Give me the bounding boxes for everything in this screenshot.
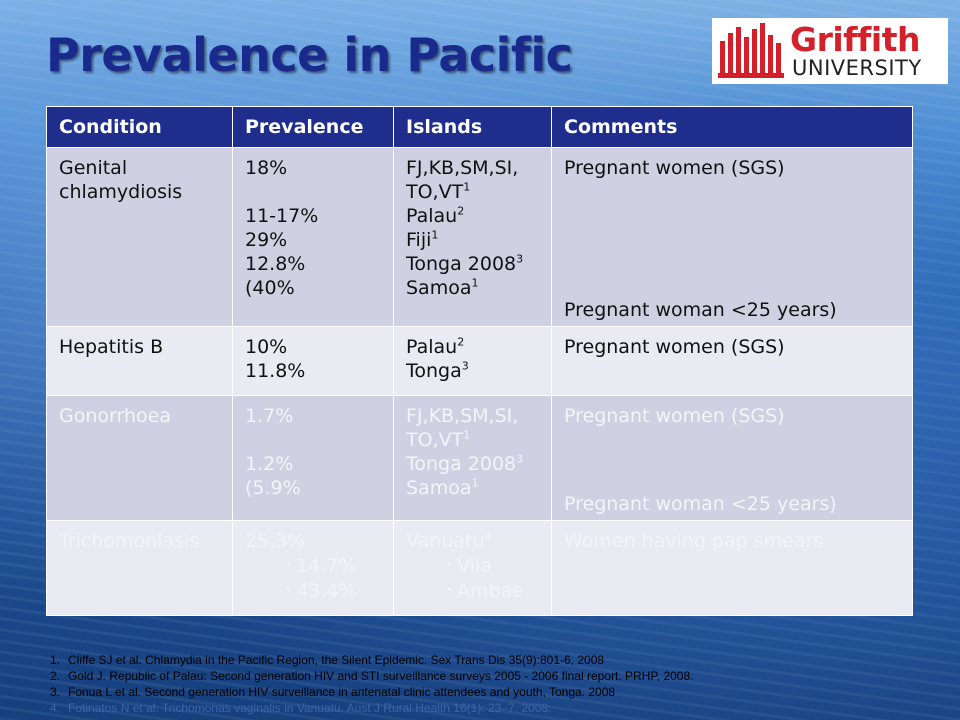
- reference-item: 1. Cliffe SJ et al. Chlamydia in the Paci…: [50, 653, 605, 667]
- reference-superscript: 1: [471, 476, 479, 490]
- references-list: 1. Cliffe SJ et al. Chlamydia in the Paci…: [50, 652, 930, 716]
- island-text: Samoa1: [406, 276, 479, 299]
- comment-text: Pregnant women (SGS): [564, 336, 785, 358]
- logo-subtitle: UNIVERSITY: [792, 56, 922, 80]
- reference-item: 2. Gold J. Republic of Palau: Second gene…: [50, 669, 694, 683]
- reference-item: 4. Fotinatos N et al. Trichomonas vaginal…: [50, 701, 552, 715]
- reference-superscript: 2: [457, 335, 465, 349]
- prevalence-value: 29%: [245, 229, 288, 251]
- comments-cell: Women having pap smears: [551, 520, 913, 616]
- reference-superscript: 2: [457, 204, 465, 218]
- reference-item: 3. Fonua L et al. Second generation HIV s…: [50, 685, 616, 699]
- island-text: TO,VT1: [406, 428, 471, 451]
- island-text: Palau2: [406, 204, 465, 227]
- islands-cell: Palau2 Tonga3: [393, 326, 552, 396]
- prevalence-cell: 1.7% 1.2% (5.9%: [232, 395, 394, 521]
- prevalence-value: 25.3%: [245, 530, 306, 552]
- prevalence-bullet: 14.7%: [245, 553, 381, 578]
- spacer: [245, 180, 381, 204]
- slide-title: Prevalence in Pacific: [46, 28, 573, 82]
- prevalence-table: Condition Prevalence Islands Comments Ge…: [46, 106, 913, 616]
- island-bullet: Vila: [406, 553, 539, 578]
- comment-text: Pregnant women (SGS): [564, 157, 785, 179]
- griffith-university-logo: Griffith UNIVERSITY: [712, 18, 948, 84]
- column-header-condition: Condition: [46, 106, 233, 148]
- comment-text: Pregnant woman <25 years): [564, 493, 837, 515]
- logo-name: Griffith: [790, 20, 920, 59]
- prevalence-cell: 10% 11.8%: [232, 326, 394, 396]
- table-header-row: Condition Prevalence Islands Comments: [46, 106, 913, 148]
- reference-superscript: 4: [484, 529, 492, 543]
- island-text: Tonga 20083: [406, 452, 524, 475]
- island-text: FJ,KB,SM,SI,: [406, 157, 519, 179]
- table-row: Hepatitis B 10% 11.8% Palau2 Tonga3 Preg…: [46, 326, 913, 396]
- comment-text: Pregnant women (SGS): [564, 405, 785, 427]
- comment-text: Women having pap smears: [564, 530, 824, 552]
- reference-superscript: 1: [431, 228, 439, 242]
- prevalence-cell: 18% 11-17% 29% 12.8% (40%: [232, 147, 394, 327]
- prevalence-value: 11-17%: [245, 205, 319, 227]
- prevalence-value: 11.8%: [245, 360, 306, 382]
- condition-text: chlamydiosis: [59, 181, 183, 203]
- island-text: Samoa1: [406, 476, 479, 499]
- table-row: Gonorrhoea 1.7% 1.2% (5.9% FJ,KB,SM,SI, …: [46, 395, 913, 521]
- condition-text: Hepatitis B: [59, 336, 164, 358]
- island-text: Tonga3: [406, 359, 469, 382]
- island-bullet: Ambae: [406, 578, 539, 603]
- prevalence-value: 1.2%: [245, 453, 294, 475]
- condition-text: Gonorrhoea: [59, 405, 171, 427]
- column-header-comments: Comments: [551, 106, 913, 148]
- column-header-islands: Islands: [393, 106, 552, 148]
- reference-superscript: 1: [471, 276, 479, 290]
- island-text: Palau2: [406, 335, 465, 358]
- reference-superscript: 3: [516, 452, 524, 466]
- prevalence-value: 12.8%: [245, 253, 306, 275]
- griffith-emblem-icon: [718, 23, 784, 78]
- island-text: FJ,KB,SM,SI,: [406, 405, 519, 427]
- prevalence-value: 18%: [245, 157, 288, 179]
- condition-text: Trichomoniasis: [59, 530, 200, 552]
- prevalence-value: (5.9%: [245, 477, 301, 499]
- comments-cell: Pregnant women (SGS) Pregnant woman <25 …: [551, 147, 913, 327]
- island-text: Vanuatu4: [406, 529, 492, 552]
- prevalence-value: 1.7%: [245, 405, 294, 427]
- column-header-prevalence: Prevalence: [232, 106, 394, 148]
- condition-cell: Genital chlamydiosis: [46, 147, 233, 327]
- comments-cell: Pregnant women (SGS): [551, 326, 913, 396]
- prevalence-value: 10%: [245, 336, 288, 358]
- island-text: TO,VT1: [406, 180, 471, 203]
- condition-text: Genital: [59, 157, 128, 179]
- comments-cell: Pregnant women (SGS) Pregnant woman <25 …: [551, 395, 913, 521]
- table-row: Trichomoniasis 25.3% 14.7% 43.4% Vanuatu…: [46, 520, 913, 616]
- islands-cell: FJ,KB,SM,SI, TO,VT1 Tonga 20083 Samoa1: [393, 395, 552, 521]
- reference-superscript: 1: [463, 180, 471, 194]
- prevalence-cell: 25.3% 14.7% 43.4%: [232, 520, 394, 616]
- island-text: Tonga 20083: [406, 252, 524, 275]
- islands-cell: FJ,KB,SM,SI, TO,VT1 Palau2 Fiji1 Tonga 2…: [393, 147, 552, 327]
- reference-superscript: 3: [461, 359, 469, 373]
- spacer: [245, 428, 381, 452]
- comment-text: Pregnant woman <25 years): [564, 299, 837, 321]
- reference-superscript: 3: [516, 252, 524, 266]
- islands-cell: Vanuatu4 Vila Ambae: [393, 520, 552, 616]
- table-row: Genital chlamydiosis 18% 11-17% 29% 12.8…: [46, 147, 913, 327]
- prevalence-value: (40%: [245, 277, 295, 299]
- condition-cell: Trichomoniasis: [46, 520, 233, 616]
- condition-cell: Gonorrhoea: [46, 395, 233, 521]
- prevalence-bullet: 43.4%: [245, 578, 381, 603]
- island-text: Fiji1: [406, 228, 439, 251]
- condition-cell: Hepatitis B: [46, 326, 233, 396]
- reference-superscript: 1: [463, 428, 471, 442]
